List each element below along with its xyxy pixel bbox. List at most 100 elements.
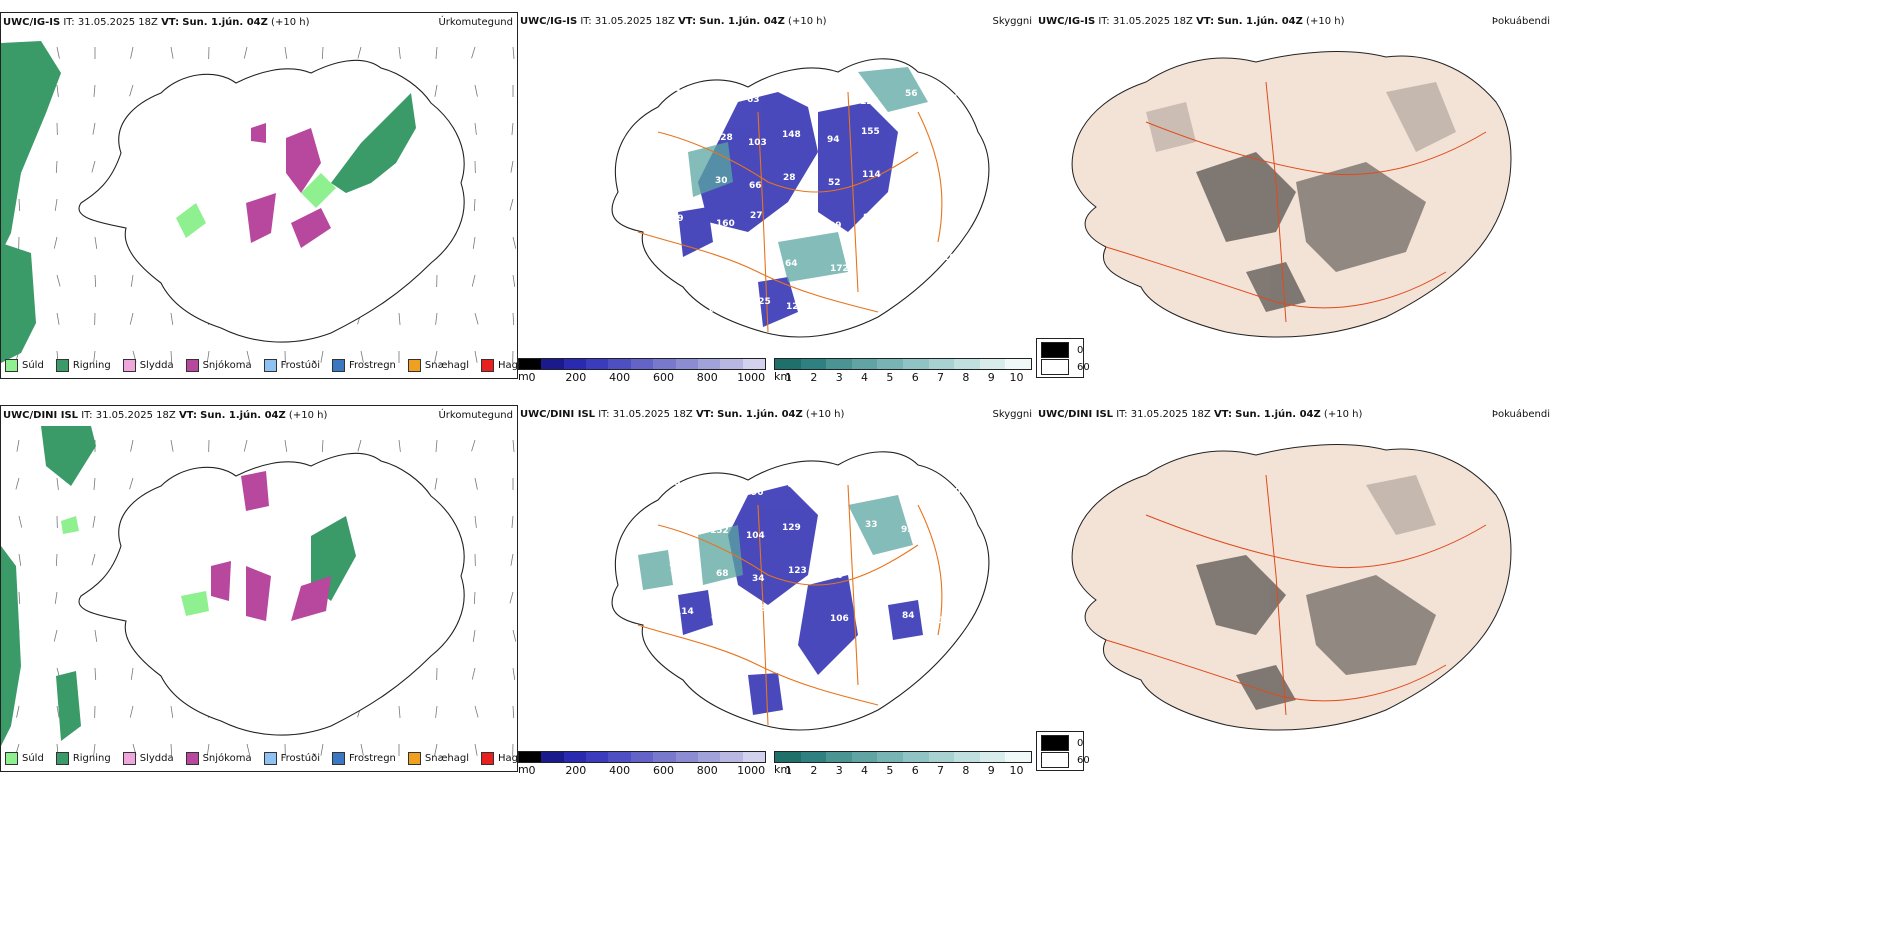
precip-snow — [211, 471, 331, 621]
visibility-colorbar: 1 2 3 4 5 6 7 8 9 10 km — [774, 751, 1032, 777]
legend-label: Súld — [22, 360, 44, 371]
legend-label: Snjókoma — [202, 360, 252, 371]
legend-label: Slydda — [139, 753, 174, 764]
colorbar-tick: 1000 — [737, 764, 766, 777]
ceiling-value: 27 — [750, 211, 763, 221]
wind-barb — [474, 122, 477, 135]
wind-barb — [321, 46, 324, 59]
wind-barb — [398, 439, 401, 452]
colorbar-segment — [979, 752, 1006, 762]
colorbar-tick: 600 — [652, 371, 674, 384]
ceiling-value: 94 — [943, 573, 956, 583]
legend-item: Snæhagl — [407, 359, 470, 372]
wind-barb — [94, 274, 97, 287]
colorbar-segment — [697, 752, 721, 762]
precip-legend: Súld Rigning Slydda Snjókoma Frostúði Frostre… — [5, 359, 530, 372]
legend-swatch — [185, 359, 199, 372]
wind-barb — [246, 743, 251, 756]
wind-barb — [130, 274, 134, 287]
colorbar-tick: 6 — [911, 764, 919, 777]
wind-barb — [129, 477, 134, 490]
colorbar-segment — [586, 752, 609, 762]
road-network — [637, 91, 943, 333]
ceiling-value: 58 — [706, 262, 719, 272]
panel-title: Skyggni — [992, 409, 1032, 420]
colorbar-tick: 200 — [565, 371, 587, 384]
cloud-ceiling-values: 84 142 63 10 62 125 56 194 89 128 103 148 94 155 76 51 3… — [668, 85, 960, 315]
wind-barb — [243, 439, 248, 452]
colorbar-segment — [742, 359, 765, 369]
ceiling-value: 148 — [782, 130, 801, 140]
wind-barb — [512, 439, 515, 452]
colorbar-segment — [541, 752, 564, 762]
colorbar-tick: 3 — [835, 371, 843, 384]
ceiling-value: 99 — [829, 221, 842, 231]
wind-barb — [53, 629, 58, 642]
panel-title: Skyggni — [992, 16, 1032, 27]
wind-barb — [91, 160, 96, 173]
wind-barb — [398, 46, 401, 59]
wind-barb — [18, 553, 22, 566]
ceiling-value: 63 — [747, 95, 760, 105]
cloud-ceiling-map: 84 142 63 10 62 125 56 194 89 128 103 148 94 155 76 51 3… — [611, 58, 990, 338]
wind-barb — [435, 46, 438, 59]
legend-label: Snæhagl — [424, 360, 470, 371]
legend-swatch — [481, 359, 495, 372]
legend-item: Haglél — [481, 752, 530, 765]
wind-barb — [512, 46, 515, 59]
ceiling-value: 160 — [716, 219, 735, 229]
wind-barb — [360, 743, 364, 756]
colorbar-tick: 7 — [937, 764, 945, 777]
ceiling-value: 51 — [940, 137, 953, 147]
ceiling-value: 12 — [786, 302, 799, 312]
ceiling-value: 94 — [827, 135, 840, 145]
wind-barb — [170, 743, 173, 756]
legend-swatch — [263, 752, 277, 765]
ceiling-value: 52 — [828, 178, 841, 188]
ceiling-value: 73 — [715, 483, 728, 493]
legend-swatch — [185, 752, 199, 765]
legend-item: Haglél — [481, 359, 530, 372]
wind-barb — [398, 705, 401, 718]
wind-barb — [94, 629, 98, 642]
ceiling-value: 120 — [938, 616, 957, 626]
wind-barb — [509, 591, 514, 604]
ceiling-value: 64 — [785, 259, 798, 269]
ceiling-value: 143 — [859, 490, 878, 500]
colorbar-tick: 10 — [1009, 371, 1024, 384]
cloud-ceiling-map: 85 73 90 67 110 143 130 170 98 152 104 129 289 33 95 56… — [611, 451, 990, 731]
ceiling-value: 86 — [896, 568, 909, 578]
legend-label: Frostregn — [349, 360, 396, 371]
visibility-colorbar: 1 2 3 4 5 6 7 8 9 10 km — [774, 358, 1032, 384]
colorbar-tick: 8 — [962, 764, 970, 777]
wind-barb — [511, 515, 514, 528]
colorbar-segment — [954, 359, 980, 369]
wind-barb — [92, 515, 96, 528]
ceiling-value: 76 — [906, 132, 919, 142]
ceiling-value: 76 — [783, 609, 796, 619]
colorbar-segment — [826, 752, 852, 762]
wind-barb — [129, 705, 134, 718]
wind-barb — [321, 439, 324, 452]
legend-swatch — [263, 359, 277, 372]
colorbar-segment — [877, 752, 903, 762]
cloud-ceiling-panel-row2: UWC/DINI ISL IT: 31.05.2025 18Z VT: Sun.… — [518, 405, 1036, 777]
ceiling-value: 95 — [901, 525, 914, 535]
precip-legend: Súld Rigning Slydda Snjókoma Frostúði Frostre… — [5, 752, 530, 765]
ceiling-colorbar: 0 200 400 600 800 1000 m — [518, 358, 766, 384]
precip-drizzle — [176, 173, 336, 238]
wind-barb — [170, 46, 174, 59]
ceiling-value: 240 — [896, 175, 915, 185]
precip-type-panel-row1: UWC/IG-IS IT: 31.05.2025 18Z VT: Sun. 1.… — [0, 12, 530, 379]
ceiling-value: 129 — [782, 523, 801, 533]
wind-barb — [473, 591, 476, 604]
wind-barb — [434, 743, 438, 756]
wind-barb — [206, 743, 210, 756]
fog-key: 0 60 — [1036, 338, 1090, 378]
wind-barb — [93, 743, 96, 756]
colorbar-segment — [1005, 752, 1031, 762]
ceiling-value: 126 — [824, 571, 843, 581]
ceiling-value: 114 — [673, 300, 692, 310]
wind-barb — [474, 743, 478, 756]
panel-title: Þokuábendi — [1491, 409, 1550, 420]
